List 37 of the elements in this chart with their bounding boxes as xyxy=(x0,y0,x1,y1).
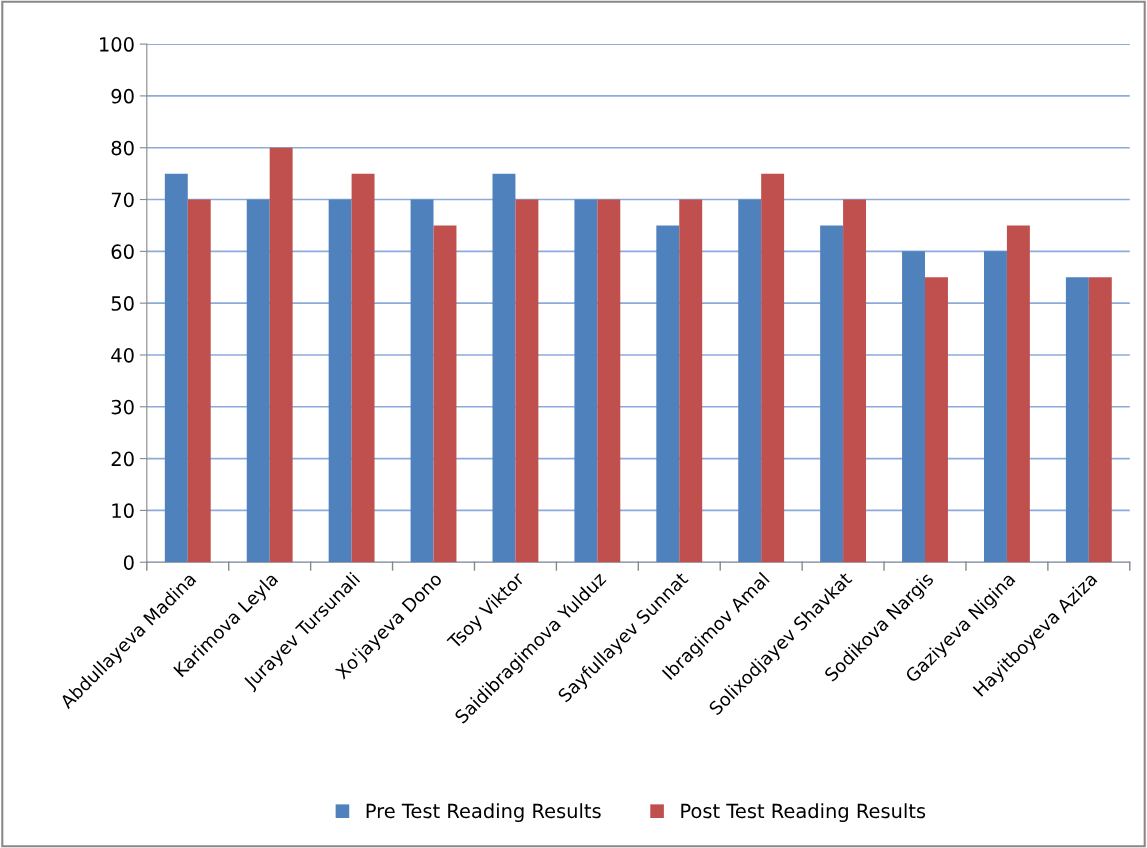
bar xyxy=(328,199,352,563)
bar xyxy=(1065,277,1089,563)
y-tick-label: 30 xyxy=(111,399,134,415)
bar xyxy=(433,225,457,563)
bar xyxy=(761,173,785,563)
y-tick-label: 40 xyxy=(111,347,134,363)
bar xyxy=(246,199,270,563)
bar xyxy=(925,277,948,563)
bar xyxy=(515,199,539,563)
bar xyxy=(820,225,844,563)
bar xyxy=(983,251,1007,563)
y-tick-label: 10 xyxy=(112,503,134,519)
y-tick-label: 60 xyxy=(111,244,134,260)
legend-label: Pre Test Reading Results xyxy=(366,803,601,823)
y-tick-label: 100 xyxy=(100,37,134,52)
bar xyxy=(1088,277,1112,563)
bar xyxy=(574,199,598,563)
bar xyxy=(492,173,516,563)
bar xyxy=(1006,225,1030,563)
bar xyxy=(843,199,867,563)
bar xyxy=(164,173,188,563)
y-tick-label: 50 xyxy=(111,296,134,311)
y-tick-label: 20 xyxy=(111,451,134,467)
bar xyxy=(410,199,434,563)
bar xyxy=(351,173,375,563)
legend-label: Post Test Reading Results xyxy=(681,803,926,823)
bar xyxy=(597,199,621,563)
bar xyxy=(269,147,293,563)
y-tick-label: 70 xyxy=(111,192,134,208)
y-tick-label: 0 xyxy=(123,555,134,570)
y-tick-label: 90 xyxy=(111,88,134,104)
bar xyxy=(187,199,211,563)
bar xyxy=(902,251,926,563)
bar xyxy=(679,199,703,563)
bar xyxy=(738,199,762,563)
bar xyxy=(656,225,680,563)
y-tick-label: 80 xyxy=(111,140,134,156)
